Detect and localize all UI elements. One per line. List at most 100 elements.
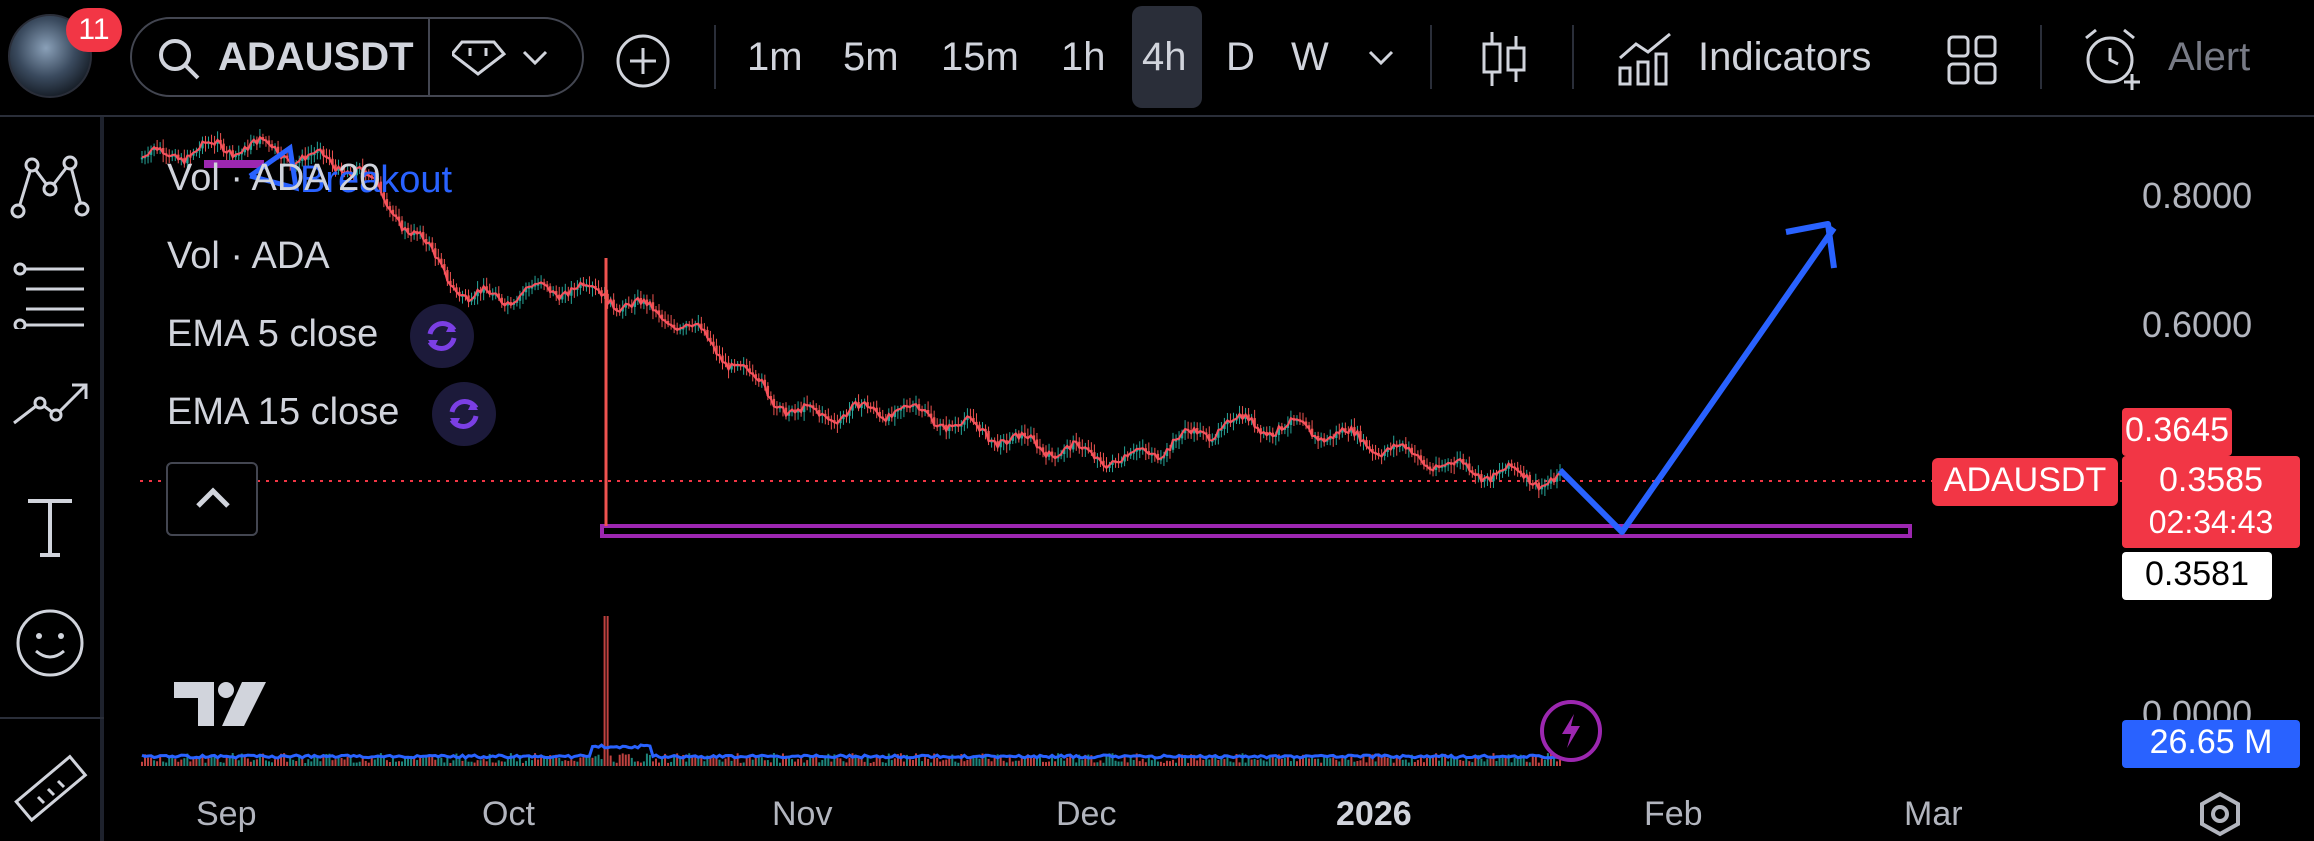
volume-bar (192, 757, 195, 766)
volume-bar (201, 754, 204, 766)
alert-button[interactable]: Alert (2168, 35, 2251, 79)
symbol-name[interactable]: ADAUSDT (218, 35, 414, 79)
chevron-down-icon[interactable] (520, 48, 550, 68)
candlestick-chart-icon[interactable] (1478, 28, 1530, 90)
volume-bar (915, 753, 918, 766)
ruler-tool-icon[interactable] (10, 749, 90, 829)
volume-bar (797, 759, 800, 766)
volume-bar (1075, 762, 1078, 766)
breakout-marker[interactable] (204, 160, 264, 168)
ema5-sync-icon[interactable] (410, 304, 474, 368)
timeframe-dropdown-icon[interactable] (1366, 48, 1396, 68)
trend-line-tool-icon[interactable] (10, 375, 90, 435)
support-zone-rectangle[interactable] (600, 524, 1912, 538)
volume-bar (694, 755, 697, 766)
candle (579, 282, 582, 288)
volume-bar (1292, 757, 1295, 766)
diamond-icon[interactable] (452, 38, 508, 78)
volume-bar (682, 754, 685, 766)
timeframe-4h[interactable]: 4h (1142, 35, 1187, 79)
volume-bar (1317, 758, 1320, 766)
volume-bar (908, 759, 911, 766)
volume-bar (407, 758, 410, 766)
candle (234, 154, 237, 158)
ema15-sync-icon[interactable] (432, 382, 496, 446)
timeframe-1m[interactable]: 1m (747, 35, 803, 79)
volume-bar (1168, 761, 1171, 766)
timeframe-5m[interactable]: 5m (843, 35, 899, 79)
volume-bar (1208, 759, 1211, 766)
volume-bar (512, 755, 515, 766)
volume-bar (1350, 756, 1353, 766)
layout-grid-icon[interactable] (1946, 34, 1998, 86)
symbol-price-tag[interactable]: ADAUSDT (1932, 458, 2118, 506)
breakout-drawing-label[interactable]: Breakout (300, 159, 453, 201)
fib-retracement-icon[interactable] (10, 259, 90, 329)
volume-bar (1380, 756, 1383, 766)
volume-bar (893, 758, 896, 766)
volume-bar (144, 754, 147, 766)
candle (787, 412, 791, 416)
lightning-button[interactable] (1540, 700, 1602, 762)
volume-bar (636, 761, 639, 766)
volume-bar (1528, 762, 1531, 766)
legend-vol[interactable]: Vol · ADA (167, 235, 330, 277)
volume-bar (524, 760, 527, 766)
candle (1419, 455, 1423, 460)
volume-bar (851, 753, 854, 766)
candle (1072, 441, 1075, 450)
ema-line (141, 135, 1561, 492)
volume-bar (1456, 757, 1459, 766)
volume-bar (518, 755, 521, 766)
legend-ema5[interactable]: EMA 5 close (167, 313, 379, 355)
volume-bar (1425, 757, 1428, 766)
volume-bar (645, 753, 648, 766)
volume-bar (1389, 758, 1392, 766)
candle (1017, 433, 1021, 439)
candle (860, 403, 863, 408)
indicators-button[interactable]: Indicators (1698, 35, 1872, 79)
volume-bar (1063, 760, 1066, 766)
emoji-tool-icon[interactable] (12, 605, 88, 681)
pattern-tool-icon[interactable] (10, 145, 90, 225)
candle (1129, 452, 1132, 456)
volume-bar (757, 754, 760, 766)
legend-vol-ma[interactable]: Vol · ADA 20 (167, 157, 381, 199)
volume-bar (1178, 755, 1181, 766)
volume-bar (594, 756, 597, 766)
symbol-search[interactable] (130, 17, 584, 97)
candle (1383, 452, 1386, 456)
volume-bar (890, 760, 893, 766)
volume-bar (361, 755, 364, 766)
volume-bar (286, 761, 289, 766)
timeframe-d[interactable]: D (1226, 35, 1255, 79)
volume-bar (425, 754, 428, 766)
volume-bar (727, 756, 730, 766)
timeframe-15m[interactable]: 15m (941, 35, 1019, 79)
volume-bar (1041, 761, 1044, 766)
alarm-clock-icon[interactable] (2080, 26, 2146, 92)
text-tool-icon[interactable] (20, 493, 80, 563)
volume-bar (1247, 756, 1250, 766)
add-symbol-icon[interactable] (614, 32, 672, 90)
chart-settings-icon[interactable] (2196, 790, 2244, 838)
volume-bar (648, 754, 651, 766)
timeframe-1h[interactable]: 1h (1061, 35, 1106, 79)
indicators-icon[interactable] (1616, 30, 1674, 86)
candle (1147, 451, 1151, 455)
timeframe-w[interactable]: W (1291, 35, 1329, 79)
candle (506, 302, 510, 306)
left-drawing-toolbar (0, 117, 104, 841)
volume-bar (1525, 761, 1528, 766)
candle (1549, 478, 1553, 484)
legend-ema15[interactable]: EMA 15 close (167, 391, 400, 433)
volume-bar (1413, 761, 1416, 766)
volume-bar (1190, 754, 1193, 766)
candle (769, 396, 773, 399)
volume-bar (763, 760, 766, 766)
projection-arrow[interactable] (1557, 226, 1837, 535)
legend-collapse-button[interactable] (166, 462, 258, 536)
volume-bar (848, 757, 851, 766)
candle (730, 363, 733, 370)
